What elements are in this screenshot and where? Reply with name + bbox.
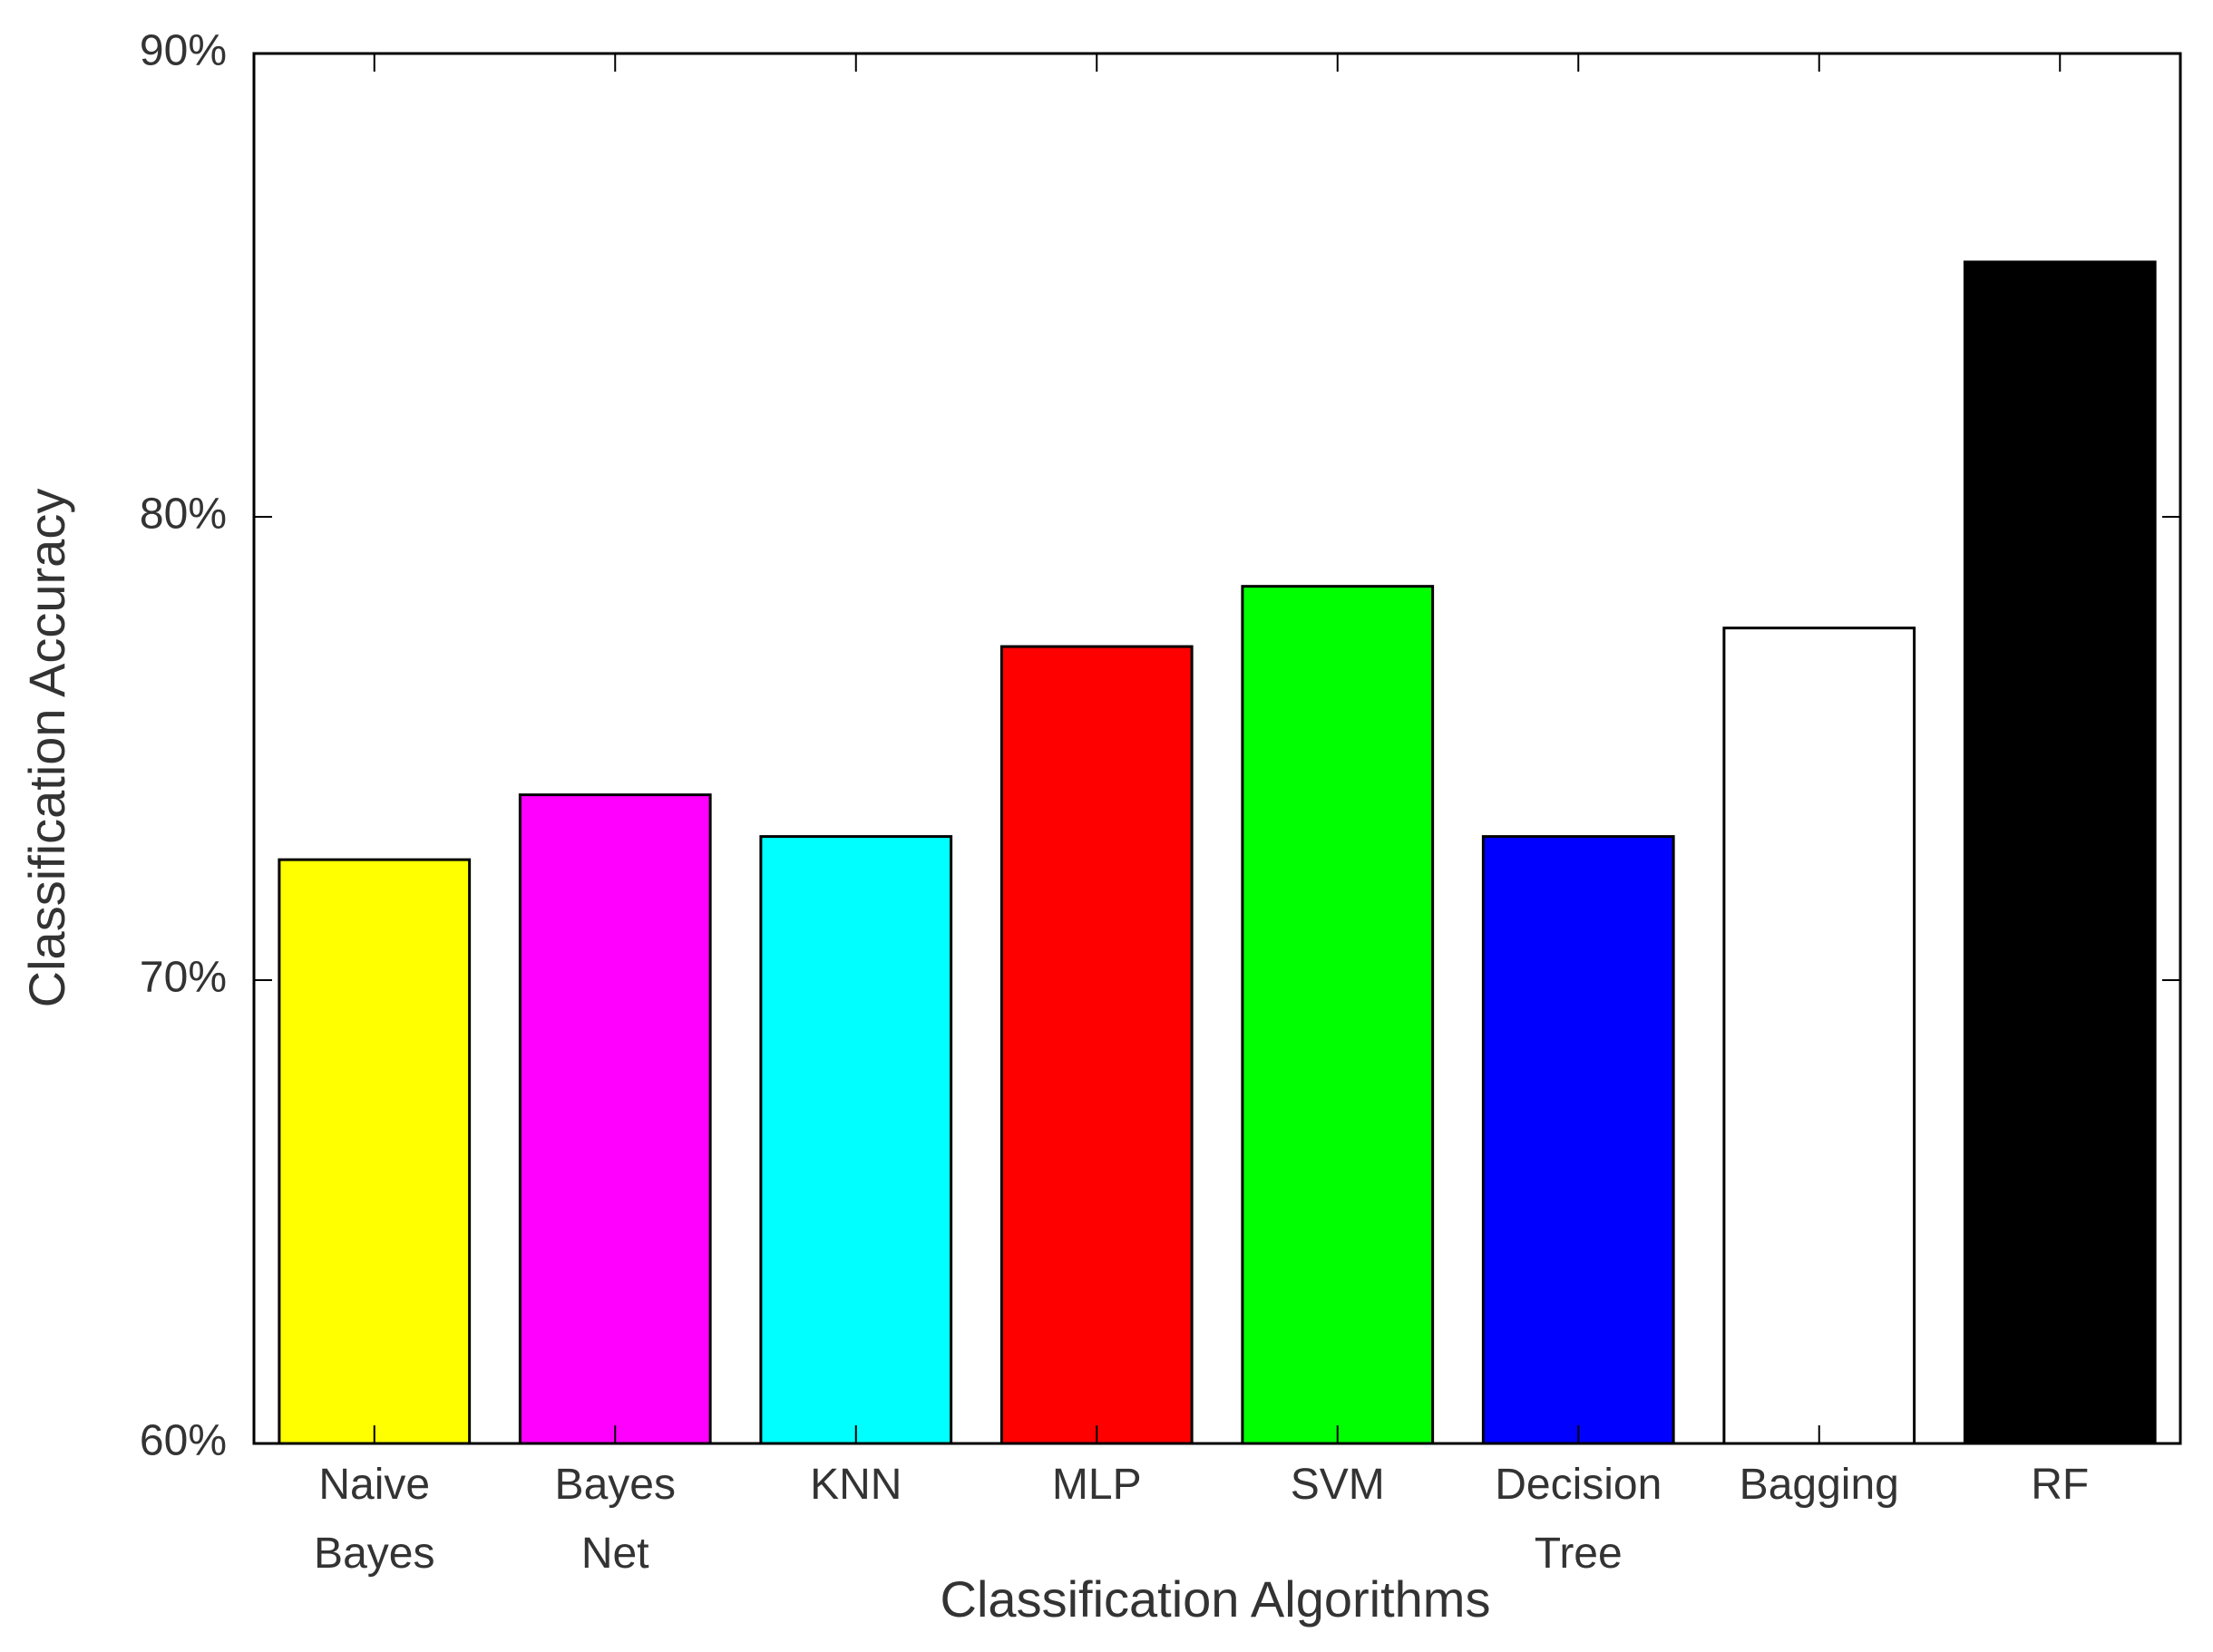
x-tick-label: SVM	[1290, 1461, 1385, 1509]
bar	[759, 835, 953, 1445]
bar	[1481, 835, 1675, 1445]
bar	[278, 858, 472, 1445]
y-axis-title: Classification Accuracy	[18, 489, 75, 1008]
bar	[518, 793, 712, 1445]
x-tick-label: Naive Bayes	[314, 1461, 435, 1578]
y-tick-label: 80%	[140, 491, 227, 539]
x-axis-title: Classification Algorithms	[941, 1570, 1491, 1628]
bar	[1963, 260, 2157, 1445]
x-tick-label: Bagging	[1739, 1461, 1899, 1509]
y-tick-label: 90%	[140, 27, 227, 75]
x-tick-label: Bayes Net	[554, 1461, 676, 1578]
y-tick-label: 70%	[140, 954, 227, 1002]
bar	[1722, 627, 1916, 1445]
bar	[1241, 585, 1435, 1445]
x-tick-label: MLP	[1051, 1461, 1142, 1509]
x-tick-label: Decision Tree	[1495, 1461, 1662, 1578]
y-tick-label: 60%	[140, 1417, 227, 1465]
plot-frame	[252, 52, 2182, 1445]
bar	[999, 645, 1194, 1445]
x-tick-label: KNN	[810, 1461, 902, 1509]
x-tick-label: RF	[2031, 1461, 2090, 1509]
